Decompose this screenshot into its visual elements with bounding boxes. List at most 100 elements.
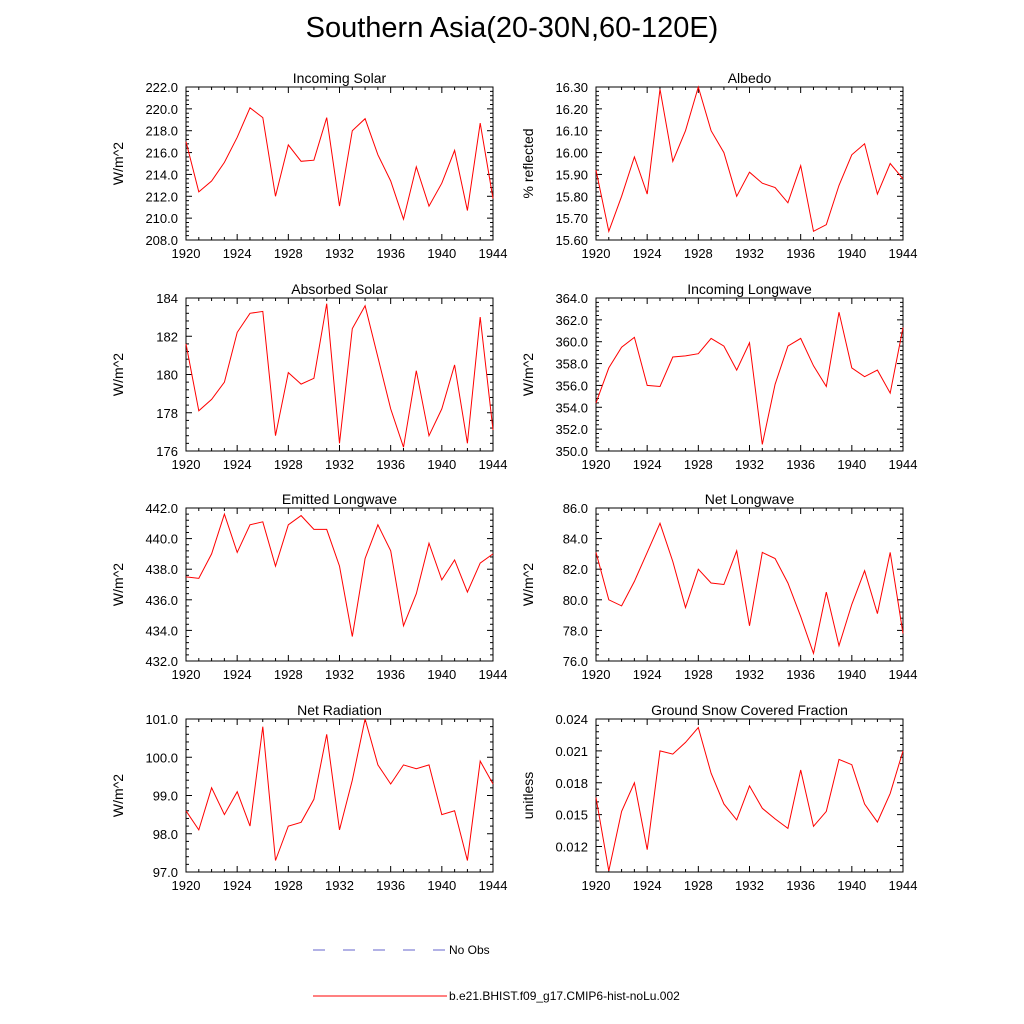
x-tick-label: 1928: [684, 457, 713, 472]
y-tick-label: 218.0: [145, 124, 178, 139]
x-tick-label: 1940: [837, 246, 866, 261]
series-line-model: [185, 718, 494, 861]
y-tick-label: 16.30: [555, 80, 588, 95]
x-tick-label: 1924: [633, 878, 662, 893]
y-tick-label: 0.021: [555, 744, 588, 759]
x-tick-label: 1920: [582, 246, 611, 261]
y-tick-label: 434.0: [145, 623, 178, 638]
y-tick-label: 354.0: [555, 400, 588, 415]
y-tick-label: 220.0: [145, 102, 178, 117]
x-tick-label: 1932: [325, 878, 354, 893]
panel-ground-snow-covered-fraction: Ground Snow Covered Fraction unitless 1920…: [520, 702, 917, 893]
y-tick-label: 101.0: [145, 712, 178, 727]
x-tick-label: 1928: [274, 246, 303, 261]
y-tick-label: 84.0: [563, 532, 588, 547]
x-tick-label: 1944: [479, 878, 508, 893]
series-line-model: [595, 521, 904, 656]
x-tick-label: 1920: [172, 878, 201, 893]
figure-title: Southern Asia(20-30N,60-120E): [305, 12, 719, 44]
plot-frame: [185, 507, 494, 662]
y-tick-label: 0.015: [555, 808, 588, 823]
y-axis-label: W/m^2: [110, 774, 126, 817]
x-tick-label: 1928: [274, 878, 303, 893]
x-tick-label: 1928: [684, 246, 713, 261]
y-tick-label: 98.0: [153, 827, 178, 842]
x-tick-label: 1944: [889, 246, 918, 261]
x-tick-label: 1940: [837, 667, 866, 682]
y-tick-label: 0.018: [555, 776, 588, 791]
y-tick-label: 350.0: [555, 444, 588, 459]
x-tick-label: 1920: [582, 878, 611, 893]
y-tick-label: 100.0: [145, 750, 178, 765]
y-axis-label: W/m^2: [520, 563, 536, 606]
y-tick-label: 222.0: [145, 80, 178, 95]
x-tick-label: 1932: [735, 667, 764, 682]
y-tick-label: 15.60: [555, 233, 588, 248]
x-tick-label: 1936: [376, 667, 405, 682]
y-tick-label: 352.0: [555, 422, 588, 437]
y-tick-label: 178: [156, 406, 178, 421]
x-tick-label: 1920: [582, 667, 611, 682]
x-tick-label: 1924: [223, 878, 252, 893]
x-tick-label: 1924: [223, 457, 252, 472]
x-tick-label: 1928: [684, 878, 713, 893]
x-tick-label: 1920: [582, 457, 611, 472]
x-tick-label: 1932: [325, 246, 354, 261]
chart-panels: Incoming Solar W/m^2 1920 1924 1928 1932 1936 1…: [110, 70, 917, 893]
panel-incoming-solar: Incoming Solar W/m^2 1920 1924 1928 1932 1936 1…: [110, 70, 507, 261]
plot-frame: [185, 718, 494, 873]
x-tick-label: 1924: [223, 246, 252, 261]
y-tick-label: 432.0: [145, 654, 178, 669]
x-tick-label: 1936: [786, 457, 815, 472]
y-tick-label: 214.0: [145, 167, 178, 182]
panel-title: Incoming Longwave: [687, 281, 812, 297]
x-tick-label: 1932: [735, 457, 764, 472]
y-axis-label: unitless: [520, 772, 536, 819]
y-tick-label: 176: [156, 444, 178, 459]
y-tick-label: 442.0: [145, 501, 178, 516]
y-tick-label: 358.0: [555, 357, 588, 372]
x-tick-label: 1944: [479, 246, 508, 261]
x-tick-label: 1940: [427, 246, 456, 261]
x-tick-label: 1920: [172, 457, 201, 472]
y-tick-label: 180: [156, 368, 178, 383]
y-tick-label: 97.0: [153, 865, 178, 880]
panel-incoming-longwave: Incoming Longwave W/m^2 1920 1924 1928 1932 19…: [520, 281, 917, 472]
x-tick-label: 1936: [786, 878, 815, 893]
y-tick-label: 16.20: [555, 102, 588, 117]
y-axis-label: % reflected: [520, 128, 536, 198]
x-tick-label: 1932: [325, 457, 354, 472]
series-line-model: [595, 312, 904, 445]
panel-albedo: Albedo % reflected 1920 1924 1928 1932 1936 194…: [520, 70, 917, 261]
y-tick-label: 208.0: [145, 233, 178, 248]
x-tick-label: 1940: [837, 457, 866, 472]
y-tick-label: 16.00: [555, 146, 588, 161]
x-tick-label: 1944: [479, 667, 508, 682]
x-tick-label: 1928: [274, 457, 303, 472]
y-tick-label: 440.0: [145, 532, 178, 547]
x-tick-label: 1944: [889, 457, 918, 472]
y-tick-label: 15.90: [555, 167, 588, 182]
x-tick-label: 1924: [633, 667, 662, 682]
x-tick-label: 1940: [427, 667, 456, 682]
x-tick-label: 1932: [735, 246, 764, 261]
series-line-model: [185, 107, 494, 221]
plot-frame: [595, 507, 904, 662]
series-line-model: [595, 726, 904, 872]
panel-title: Net Longwave: [705, 491, 795, 507]
legend: No Obs b.e21.BHIST.f09_g17.CMIP6-hist-no…: [313, 943, 680, 1003]
plot-frame: [185, 86, 494, 241]
x-tick-label: 1936: [786, 667, 815, 682]
plot-frame: [595, 86, 904, 241]
x-tick-label: 1944: [889, 667, 918, 682]
x-tick-label: 1936: [786, 246, 815, 261]
y-tick-label: 76.0: [563, 654, 588, 669]
x-tick-label: 1920: [172, 667, 201, 682]
y-axis-label: W/m^2: [110, 142, 126, 185]
x-tick-label: 1932: [735, 878, 764, 893]
panel-title: Emitted Longwave: [282, 491, 397, 507]
x-tick-label: 1924: [633, 457, 662, 472]
y-tick-label: 216.0: [145, 146, 178, 161]
plot-frame: [595, 718, 904, 873]
